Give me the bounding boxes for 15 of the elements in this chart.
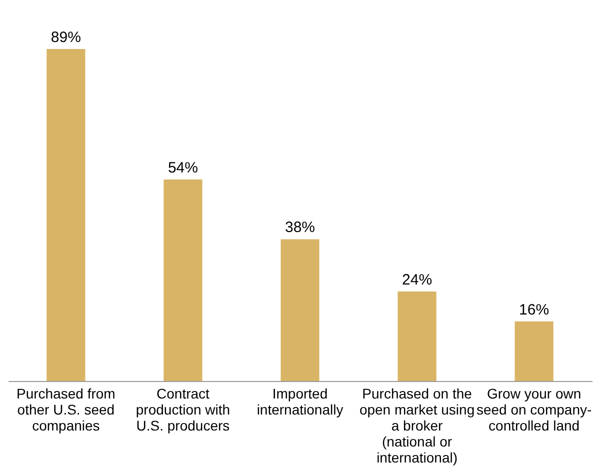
data-label: 38% (284, 219, 316, 236)
x-tick-label: Imported internationally (256, 386, 344, 418)
data-label: 89% (50, 29, 81, 46)
x-tick-label: Purchased on the open market using a broker (national or international) (359, 386, 475, 466)
x-tick-label: Purchased from other U.S. seed companies (16, 386, 116, 434)
data-label: 54% (168, 160, 198, 177)
x-tick-label: Grow your own seed on company-controlled land (476, 386, 592, 434)
x-tick-label: Contract production with U.S. producers (136, 386, 230, 434)
bar (398, 291, 436, 381)
bar (164, 180, 202, 381)
data-label: 16% (519, 301, 550, 318)
bar (280, 239, 320, 381)
bar (514, 321, 554, 381)
bar (46, 49, 86, 381)
data-label: 24% (402, 271, 432, 288)
